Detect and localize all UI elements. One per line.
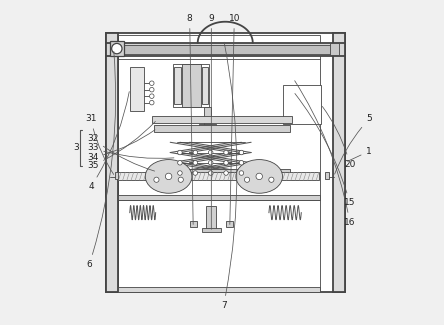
Circle shape bbox=[224, 161, 228, 165]
Circle shape bbox=[150, 81, 154, 85]
Bar bbox=[199, 124, 215, 130]
Text: 3: 3 bbox=[73, 143, 79, 152]
Bar bbox=[115, 172, 119, 179]
Bar bbox=[333, 33, 345, 292]
Circle shape bbox=[165, 173, 172, 180]
Bar bbox=[325, 172, 329, 179]
Ellipse shape bbox=[145, 160, 192, 193]
Bar bbox=[106, 33, 118, 292]
Bar bbox=[110, 42, 124, 56]
Text: 16: 16 bbox=[295, 81, 356, 227]
Bar bbox=[154, 169, 290, 175]
Bar bbox=[174, 64, 209, 108]
Circle shape bbox=[178, 150, 182, 155]
Circle shape bbox=[208, 171, 213, 175]
Bar bbox=[118, 35, 320, 290]
Text: 5: 5 bbox=[335, 114, 372, 174]
Circle shape bbox=[269, 177, 274, 182]
Ellipse shape bbox=[236, 160, 282, 193]
Circle shape bbox=[193, 150, 198, 155]
Text: 32: 32 bbox=[87, 134, 155, 171]
Circle shape bbox=[208, 161, 213, 165]
Text: 10: 10 bbox=[229, 14, 240, 225]
Text: 31: 31 bbox=[85, 114, 114, 175]
Text: 7: 7 bbox=[221, 42, 237, 310]
Circle shape bbox=[208, 150, 213, 155]
Circle shape bbox=[224, 150, 228, 155]
Circle shape bbox=[193, 171, 198, 175]
Text: 33: 33 bbox=[87, 143, 174, 158]
Circle shape bbox=[150, 87, 154, 92]
Bar bbox=[202, 67, 208, 104]
Circle shape bbox=[245, 177, 250, 182]
Text: 8: 8 bbox=[187, 14, 193, 225]
Text: 20: 20 bbox=[322, 107, 356, 169]
Text: 6: 6 bbox=[87, 51, 115, 269]
Circle shape bbox=[150, 100, 154, 105]
Circle shape bbox=[239, 150, 244, 155]
Bar bbox=[174, 67, 181, 104]
Bar bbox=[204, 108, 210, 125]
Bar bbox=[202, 227, 221, 232]
Bar bbox=[115, 46, 335, 54]
Bar bbox=[206, 206, 216, 229]
Bar bbox=[330, 44, 338, 55]
Circle shape bbox=[178, 161, 182, 165]
Bar bbox=[152, 116, 292, 123]
Circle shape bbox=[193, 161, 198, 165]
Text: 34: 34 bbox=[87, 130, 155, 162]
Bar bbox=[182, 64, 201, 108]
Circle shape bbox=[256, 173, 262, 180]
Bar bbox=[190, 221, 197, 227]
Circle shape bbox=[224, 171, 228, 175]
Circle shape bbox=[111, 44, 122, 54]
Bar bbox=[117, 172, 319, 180]
Circle shape bbox=[178, 177, 183, 182]
Bar bbox=[106, 43, 345, 56]
Bar bbox=[283, 85, 321, 124]
Bar bbox=[106, 33, 345, 292]
Text: 4: 4 bbox=[88, 92, 129, 191]
Bar bbox=[130, 67, 144, 111]
Text: 1: 1 bbox=[348, 147, 372, 161]
Text: 35: 35 bbox=[87, 122, 155, 170]
Bar bbox=[154, 125, 290, 132]
Bar bbox=[118, 195, 320, 200]
Circle shape bbox=[239, 171, 244, 175]
Text: 15: 15 bbox=[295, 94, 356, 207]
Bar bbox=[118, 287, 320, 292]
Circle shape bbox=[178, 171, 182, 175]
Circle shape bbox=[154, 177, 159, 182]
Circle shape bbox=[239, 161, 244, 165]
Text: 9: 9 bbox=[208, 14, 214, 229]
Bar bbox=[226, 221, 234, 227]
Circle shape bbox=[150, 94, 154, 98]
